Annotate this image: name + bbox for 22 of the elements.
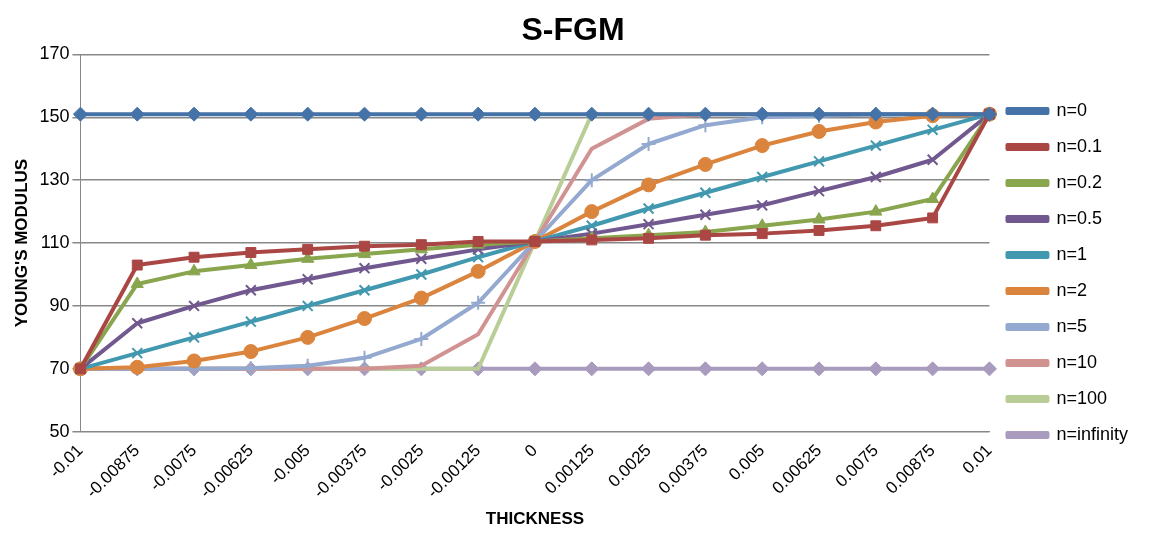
legend-label: n=infinity: [1056, 423, 1128, 444]
x-tick-label: 0.01: [958, 440, 996, 478]
legend-label: n=10: [1056, 351, 1097, 372]
legend-label: n=0.5: [1056, 207, 1102, 228]
legend-label: n=2: [1056, 279, 1087, 300]
y-axis-title: YOUNG'S MODULUS: [11, 158, 31, 328]
x-axis-title: THICKNESS: [485, 509, 585, 529]
y-tick-label: 150: [39, 106, 70, 127]
legend-label: n=0: [1056, 99, 1087, 120]
chart-title: S-FGM: [521, 11, 625, 48]
y-tick-label: 90: [49, 294, 70, 315]
legend-label: n=0.1: [1056, 135, 1102, 156]
legend-label: n=5: [1056, 315, 1087, 336]
y-tick-label: 110: [40, 232, 70, 253]
legend-label: n=100: [1056, 387, 1108, 408]
y-tick-label: 130: [39, 169, 70, 190]
y-tick-label: 70: [49, 357, 70, 378]
x-tick-label: 0: [520, 440, 542, 461]
y-tick-label: 50: [49, 420, 70, 441]
y-tick-label: 170: [39, 43, 70, 64]
legend-label: n=0.2: [1056, 171, 1102, 192]
legend-label: n=1: [1056, 243, 1087, 264]
